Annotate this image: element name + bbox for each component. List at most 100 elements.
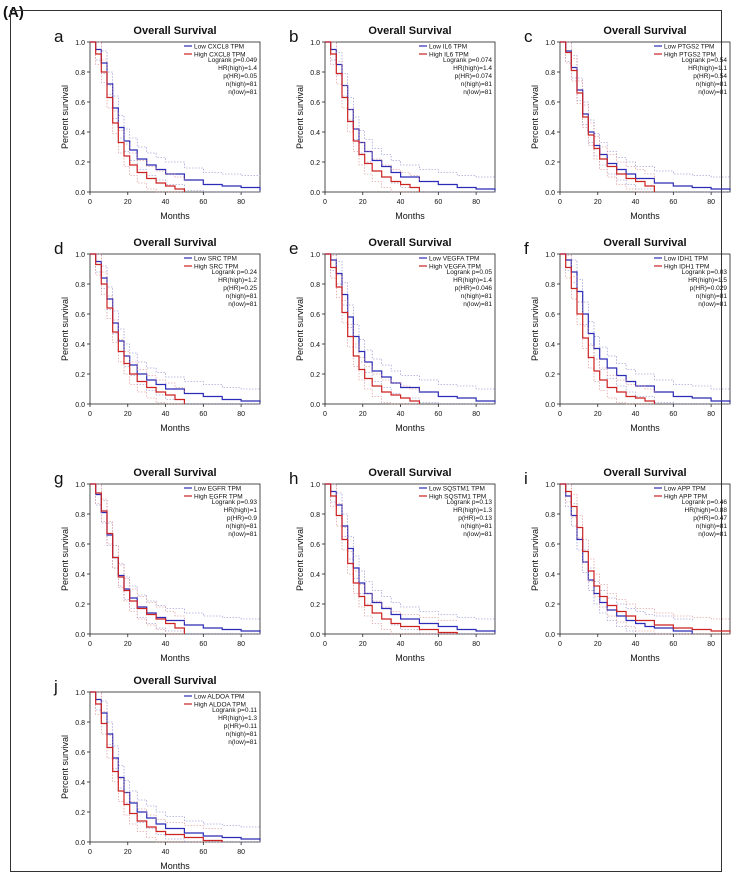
x-tick-label: 80: [237, 411, 245, 418]
stat-label: n(low)=81: [228, 89, 257, 96]
panel-letter: a: [54, 27, 64, 46]
chart-title: Overall Survival: [603, 25, 686, 37]
legend-label: High SQSTM1 TPM: [429, 494, 486, 501]
x-tick-label: 60: [669, 641, 677, 648]
x-axis-label: Months: [160, 653, 190, 663]
km-curve-high: [560, 253, 655, 404]
y-tick-label: 0.4: [545, 342, 555, 349]
ci-upper-high: [560, 41, 655, 180]
x-tick-label: 80: [707, 641, 715, 648]
y-tick-label: 0.2: [75, 160, 85, 167]
y-tick-label: 0.6: [310, 100, 320, 107]
x-tick-label: 60: [199, 641, 207, 648]
panel-letter: j: [53, 677, 58, 696]
legend-label: High APP TPM: [664, 494, 707, 501]
km-curve-high: [90, 691, 223, 842]
y-tick-label: 0.2: [75, 602, 85, 609]
x-tick-label: 20: [359, 199, 367, 206]
y-tick-label: 0.4: [310, 572, 320, 579]
y-tick-label: 1.0: [75, 40, 85, 47]
legend-label: High VEGFA TPM: [429, 264, 481, 271]
x-tick-label: 60: [669, 411, 677, 418]
ci-lower-high: [325, 41, 420, 193]
stat-label: n(low)=81: [228, 531, 257, 538]
y-tick-label: 1.0: [310, 482, 320, 489]
ci-lower-high: [90, 41, 185, 193]
y-tick-label: 0.2: [545, 372, 555, 379]
stat-label: HR(high)=0.88: [685, 507, 728, 514]
legend-label: Low IDH1 TPM: [664, 256, 708, 263]
x-axis-label: Months: [395, 423, 425, 433]
legend-label: High IL6 TPM: [429, 52, 469, 59]
y-axis-label: Percent survival: [530, 85, 540, 149]
x-tick-label: 80: [707, 411, 715, 418]
stat-label: Logrank p=0.074: [443, 57, 492, 64]
x-tick-label: 60: [199, 199, 207, 206]
ci-upper-low: [90, 483, 261, 621]
km-panel-b: b Overall Survival 0.0 0.2 0.4 0.6 0.8 1.0 0 20 40…: [289, 25, 496, 221]
x-tick-label: 60: [199, 411, 207, 418]
x-tick-label: 40: [162, 641, 170, 648]
y-tick-label: 1.0: [75, 252, 85, 259]
x-axis-label: Months: [395, 653, 425, 663]
stat-label: p(HR)=0.046: [455, 285, 493, 292]
km-panel-j: j Overall Survival 0.0 0.2 0.4 0.6 0.8 1.0 0 20 40…: [53, 675, 261, 871]
chart-title: Overall Survival: [368, 25, 451, 37]
stat-label: n(low)=81: [698, 531, 727, 538]
y-tick-label: 0.4: [75, 130, 85, 137]
ci-upper-low: [90, 253, 261, 391]
y-axis-label: Percent survival: [60, 85, 70, 149]
stat-label: n(low)=81: [698, 89, 727, 96]
y-tick-label: 0.8: [545, 282, 555, 289]
stat-label: n(low)=81: [463, 89, 492, 96]
km-curve-high: [90, 253, 185, 404]
x-tick-label: 20: [359, 641, 367, 648]
y-tick-label: 0.0: [310, 190, 320, 197]
ci-upper-low: [325, 253, 496, 391]
y-tick-label: 0.0: [545, 190, 555, 197]
stat-label: p(HR)=0.9: [227, 515, 258, 522]
x-tick-label: 20: [594, 411, 602, 418]
stat-label: n(high)=81: [226, 523, 258, 530]
y-tick-label: 0.4: [310, 130, 320, 137]
legend-label: Low PTGS2 TPM: [664, 44, 714, 51]
x-axis-label: Months: [630, 423, 660, 433]
ci-lower-high: [325, 483, 458, 635]
y-axis-label: Percent survival: [60, 527, 70, 591]
y-tick-label: 0.0: [545, 632, 555, 639]
stat-label: n(high)=81: [226, 81, 258, 88]
km-curve-low: [560, 253, 731, 403]
km-panel-h: h Overall Survival 0.0 0.2 0.4 0.6 0.8 1.0 0 20 40…: [289, 467, 496, 663]
x-tick-label: 20: [594, 641, 602, 648]
y-tick-label: 0.2: [310, 602, 320, 609]
stat-label: n(low)=81: [698, 301, 727, 308]
stat-label: n(low)=81: [228, 739, 257, 746]
x-axis-label: Months: [395, 211, 425, 221]
km-curve-high: [325, 253, 420, 404]
y-axis-label: Percent survival: [530, 297, 540, 361]
ci-upper-low: [90, 691, 261, 829]
x-tick-label: 80: [237, 849, 245, 856]
y-tick-label: 0.8: [310, 512, 320, 519]
stat-label: p(HR)=0.074: [455, 73, 493, 80]
chart-title: Overall Survival: [603, 237, 686, 249]
ci-upper-high: [325, 41, 420, 180]
x-tick-label: 40: [632, 199, 640, 206]
stat-label: p(HR)=0.029: [690, 285, 728, 292]
stat-label: HR(high)=1: [224, 507, 258, 514]
legend-label: High ALDOA TPM: [194, 702, 246, 709]
stat-label: n(high)=81: [696, 293, 728, 300]
y-tick-label: 0.6: [75, 542, 85, 549]
x-tick-label: 40: [162, 199, 170, 206]
y-tick-label: 1.0: [75, 690, 85, 697]
x-tick-label: 80: [707, 199, 715, 206]
y-tick-label: 0.4: [75, 780, 85, 787]
y-axis-label: Percent survival: [60, 297, 70, 361]
y-tick-label: 0.2: [545, 160, 555, 167]
panel-letter: g: [54, 469, 63, 488]
y-tick-label: 0.8: [75, 512, 85, 519]
stat-label: Logrank p=0.049: [208, 57, 257, 64]
panel-letter: e: [289, 239, 298, 258]
km-panel-a: a Overall Survival 0.0 0.2 0.4 0.6 0.8 1.0 0 20 40…: [54, 25, 261, 221]
x-tick-label: 40: [162, 411, 170, 418]
